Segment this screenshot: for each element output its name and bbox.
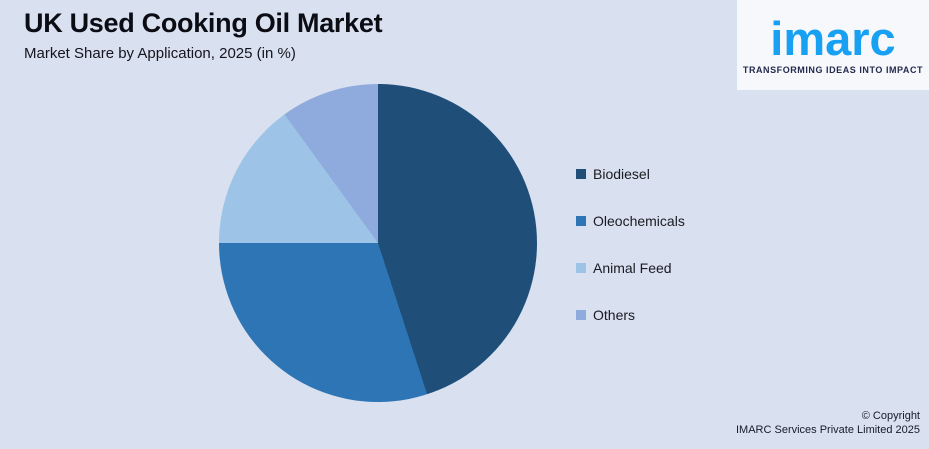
legend-item-others: Others	[576, 307, 685, 323]
copyright: © Copyright IMARC Services Private Limit…	[736, 409, 920, 437]
legend-label-oleochemicals: Oleochemicals	[593, 213, 685, 229]
page-title: UK Used Cooking Oil Market	[24, 8, 383, 38]
pie-chart	[219, 84, 537, 402]
legend-item-oleochemicals: Oleochemicals	[576, 213, 685, 229]
legend-swatch-biodiesel	[576, 169, 586, 179]
copyright-line2: IMARC Services Private Limited 2025	[735, 424, 920, 436]
legend: Biodiesel Oleochemicals Animal Feed Othe…	[576, 166, 685, 323]
imarc-logo: imarc TRANSFORMING IDEAS INTO IMPACT	[737, 0, 929, 90]
copyright-line1: © Copyright	[861, 410, 920, 422]
legend-swatch-oleochemicals	[576, 216, 586, 226]
legend-label-animal-feed: Animal Feed	[593, 260, 672, 276]
page-subtitle: Market Share by Application, 2025 (in %)	[24, 45, 296, 63]
legend-label-biodiesel: Biodiesel	[593, 166, 650, 182]
legend-label-others: Others	[593, 307, 636, 323]
legend-item-animal-feed: Animal Feed	[576, 260, 685, 276]
imarc-tagline: TRANSFORMING IDEAS INTO IMPACT	[742, 64, 924, 75]
imarc-wordmark: imarc	[770, 12, 896, 66]
legend-item-biodiesel: Biodiesel	[576, 166, 685, 182]
legend-swatch-others	[576, 310, 586, 320]
legend-swatch-animal-feed	[576, 263, 586, 273]
chart-header: UK Used Cooking Oil Market Market Share …	[24, 8, 383, 63]
